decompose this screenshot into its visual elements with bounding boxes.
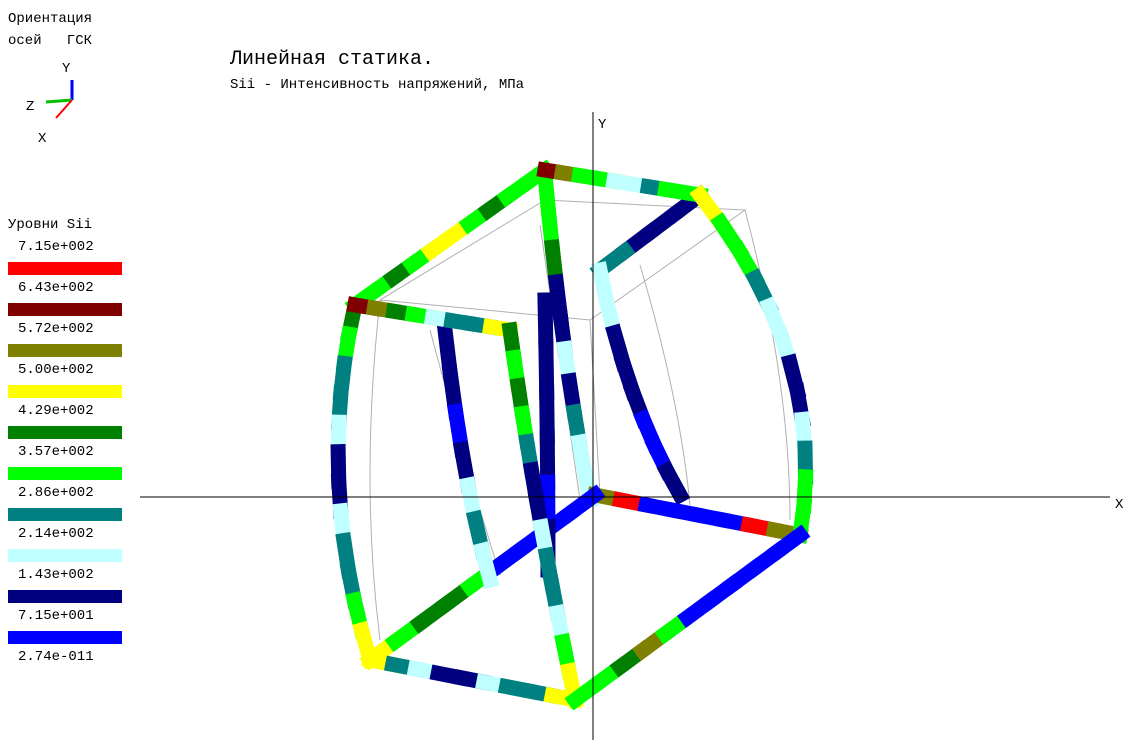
legend-level: 7.15e+001 bbox=[18, 608, 94, 624]
legend-swatch bbox=[8, 385, 122, 398]
orientation-axis: Y bbox=[62, 61, 71, 77]
legend-swatch bbox=[8, 631, 122, 644]
legend-level: 2.86e+002 bbox=[18, 485, 94, 501]
orientation-axis: Z bbox=[26, 99, 34, 115]
orientation-subtitle: осей ГСК bbox=[8, 32, 93, 49]
subtitle: Sii - Интенсивность напряжений, МПа bbox=[230, 76, 524, 93]
beam-segment bbox=[667, 471, 680, 495]
legend-swatch bbox=[8, 508, 122, 521]
y-axis-label: Y bbox=[598, 117, 607, 133]
legend-swatch bbox=[8, 344, 122, 357]
legend-level: 1.43e+002 bbox=[18, 567, 94, 583]
legend-swatch bbox=[8, 590, 122, 603]
orientation-line bbox=[46, 100, 72, 102]
legend-swatch bbox=[8, 426, 122, 439]
orientation-title: Ориентация bbox=[8, 11, 92, 27]
beam-segment bbox=[482, 550, 490, 580]
legend-level: 4.29e+002 bbox=[18, 403, 94, 419]
legend-swatch bbox=[8, 262, 122, 275]
legend-level: 2.74e-011 bbox=[18, 649, 94, 665]
legend-swatch bbox=[8, 549, 122, 562]
legend-title: Уровни Sii bbox=[8, 217, 92, 233]
beam-segment bbox=[570, 495, 595, 513]
title: Линейная статика. bbox=[229, 48, 434, 71]
viewport: Ориентация осей ГСК Y Z X Линейная стати… bbox=[0, 0, 1131, 740]
orientation-axis: X bbox=[38, 131, 47, 147]
legend-level: 5.00e+002 bbox=[18, 362, 94, 378]
orientation-line bbox=[56, 100, 72, 118]
legend-swatch bbox=[8, 467, 122, 480]
legend-level: 5.72e+002 bbox=[18, 321, 94, 337]
legend-level: 6.43e+002 bbox=[18, 280, 94, 296]
legend-level: 3.57e+002 bbox=[18, 444, 94, 460]
x-axis-label: X bbox=[1115, 497, 1124, 513]
frame bbox=[338, 170, 805, 700]
legend-level: 7.15e+002 bbox=[18, 239, 94, 255]
legend-level: 2.14e+002 bbox=[18, 526, 94, 542]
legend-swatch bbox=[8, 303, 122, 316]
